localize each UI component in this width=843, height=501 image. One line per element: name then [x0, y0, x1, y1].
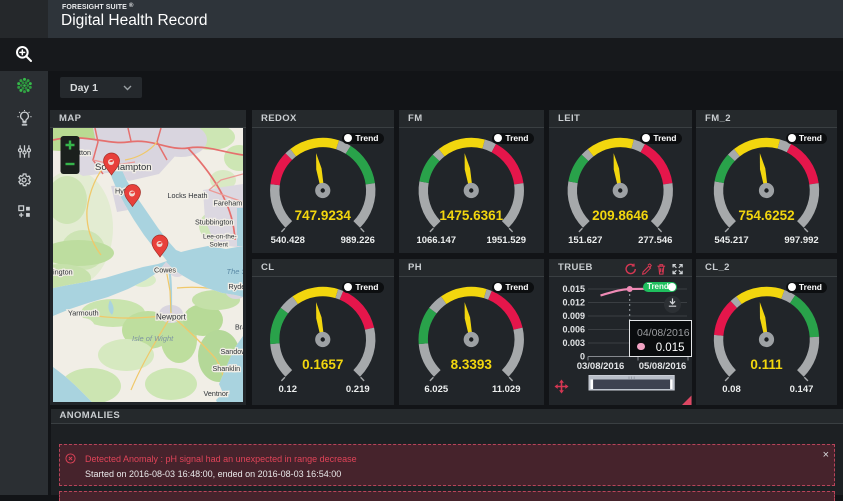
- svg-text:Fareham: Fareham: [214, 199, 243, 208]
- svg-text:0.012: 0.012: [562, 298, 585, 308]
- svg-text:Newport: Newport: [156, 313, 187, 322]
- svg-text:Lee-on-the-: Lee-on-the-: [203, 234, 237, 241]
- svg-text:Southampton: Southampton: [95, 162, 152, 173]
- svg-text:Yarmouth: Yarmouth: [68, 309, 99, 318]
- svg-text:0.009: 0.009: [562, 311, 585, 321]
- svg-text:tton: tton: [79, 148, 91, 157]
- svg-text:Cowes: Cowes: [154, 266, 176, 275]
- svg-text:Brad: Brad: [235, 323, 243, 332]
- svg-text:05/08/2016: 05/08/2016: [639, 361, 687, 372]
- svg-text:0.003: 0.003: [562, 338, 585, 348]
- svg-text:0.006: 0.006: [562, 325, 585, 335]
- svg-text:ington: ington: [53, 268, 73, 277]
- svg-text:Ventnor: Ventnor: [204, 389, 229, 398]
- svg-text:Locks Heath: Locks Heath: [168, 191, 208, 200]
- svg-text:Shanklin: Shanklin: [213, 364, 241, 373]
- svg-text:0: 0: [580, 352, 585, 362]
- svg-text:Ryde: Ryde: [229, 282, 244, 291]
- svg-text:Stubbington: Stubbington: [195, 218, 233, 227]
- svg-text:Isle of Wight: Isle of Wight: [132, 334, 174, 343]
- svg-text:0.015: 0.015: [562, 284, 585, 294]
- svg-text:03/08/2016: 03/08/2016: [577, 361, 625, 372]
- svg-text:Solent: Solent: [210, 242, 229, 249]
- svg-text:Sandown: Sandown: [221, 347, 244, 356]
- svg-text:The So: The So: [227, 267, 244, 276]
